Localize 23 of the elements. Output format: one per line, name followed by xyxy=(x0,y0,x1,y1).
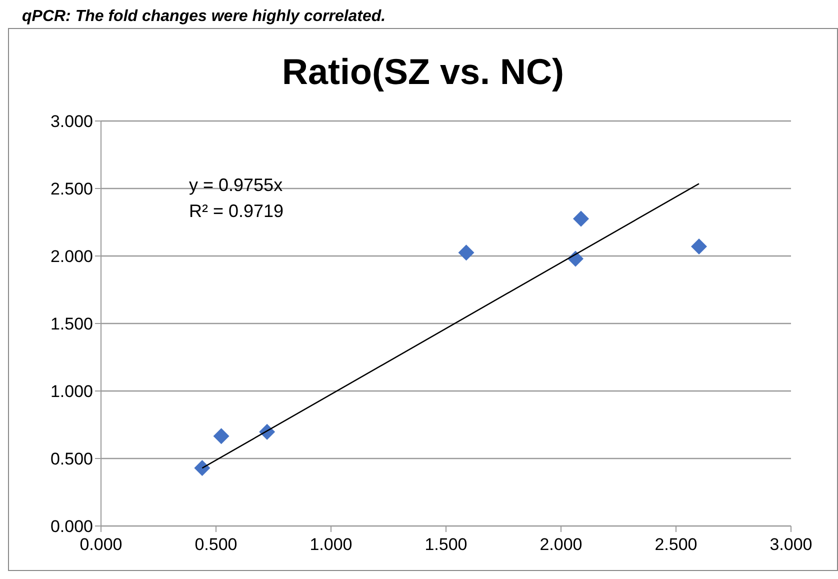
point xyxy=(213,428,230,444)
x-tick-label: 1.000 xyxy=(310,535,352,554)
x-tick-label: 1.500 xyxy=(424,535,468,554)
y-tick-label: 0.000 xyxy=(50,517,93,536)
x-tick-label: 0.500 xyxy=(194,535,238,554)
y-tick-label: 1.000 xyxy=(50,382,93,402)
y-tick-label: 2.000 xyxy=(50,247,93,266)
point xyxy=(573,210,590,227)
point xyxy=(194,460,210,476)
annotation: y = 0.9755x xyxy=(189,175,283,195)
y-tick-label: 2.500 xyxy=(50,180,93,199)
y-tick-label: 1.500 xyxy=(50,314,93,334)
x-tick-label: 2.500 xyxy=(654,535,698,554)
text: qPCR: The fold changes were highly correlated. xyxy=(22,8,386,25)
x-tick-label: 2.000 xyxy=(540,535,582,554)
x-tick-label: 3.000 xyxy=(770,535,812,554)
y-tick-label: 3.000 xyxy=(50,112,93,132)
point xyxy=(691,238,707,255)
annotation: R² = 0.9719 xyxy=(189,201,284,221)
chart-title: Ratio(SZ vs. NC) xyxy=(282,51,564,92)
point xyxy=(458,244,474,261)
y-tick-label: 0.500 xyxy=(50,450,93,469)
x-tick-label: 0.000 xyxy=(80,535,122,554)
